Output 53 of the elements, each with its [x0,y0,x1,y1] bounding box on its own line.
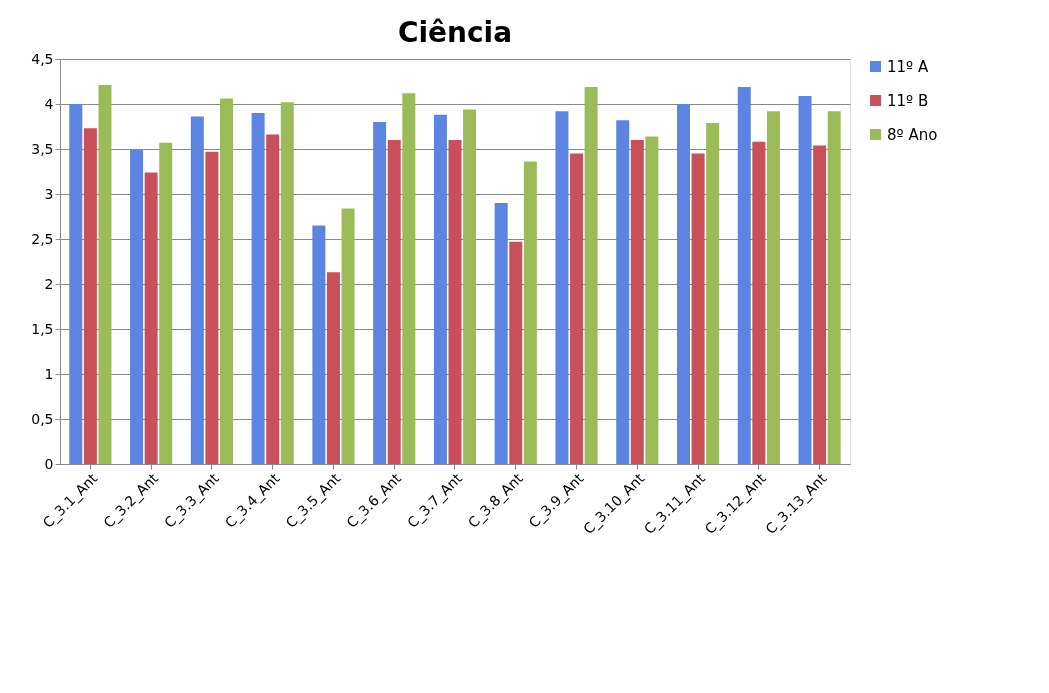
bar [341,208,355,464]
bar [630,140,644,464]
bar [326,272,340,464]
legend-label: 11º A [887,57,929,76]
bar [494,203,508,464]
bar [387,140,401,464]
bar [706,122,720,464]
bar [766,111,780,464]
bar [98,85,112,464]
y-tick-label: 1,5 [31,320,54,337]
bar [69,104,83,464]
bar [130,149,144,464]
bar [813,145,827,464]
bar [737,86,751,464]
bar [83,128,97,464]
bar [159,142,173,464]
y-tick-label: 0 [44,455,54,472]
bar [280,102,294,464]
y-tick-label: 4,5 [31,50,54,67]
bar [463,109,477,464]
bar [312,225,326,464]
bar [752,141,766,464]
bar [220,98,234,464]
bar [402,93,416,464]
y-tick-label: 2,5 [31,230,54,247]
bar [691,153,705,464]
y-tick-label: 4 [44,95,54,112]
bar [798,95,812,464]
legend-label: 11º B [887,91,929,110]
y-tick-label: 1 [44,365,54,382]
bar [616,120,630,464]
bar [144,172,158,464]
bar [266,134,280,464]
bar [373,122,387,464]
legend-label: 8º Ano [887,125,938,144]
bar [190,116,204,464]
bar [448,140,462,464]
bar [570,153,584,464]
bar [645,136,659,464]
bar [555,111,569,464]
y-tick-label: 2 [44,275,54,292]
chart-title: Ciência [397,16,513,49]
y-tick-label: 0,5 [31,410,54,427]
bar [433,114,447,464]
bar [676,104,690,464]
y-tick-label: 3,5 [31,140,54,157]
bar [205,151,219,464]
bar [509,241,523,464]
bar [251,113,265,464]
bar [523,161,537,464]
y-tick-label: 3 [44,185,54,202]
bar [584,86,598,464]
bar [827,111,841,464]
